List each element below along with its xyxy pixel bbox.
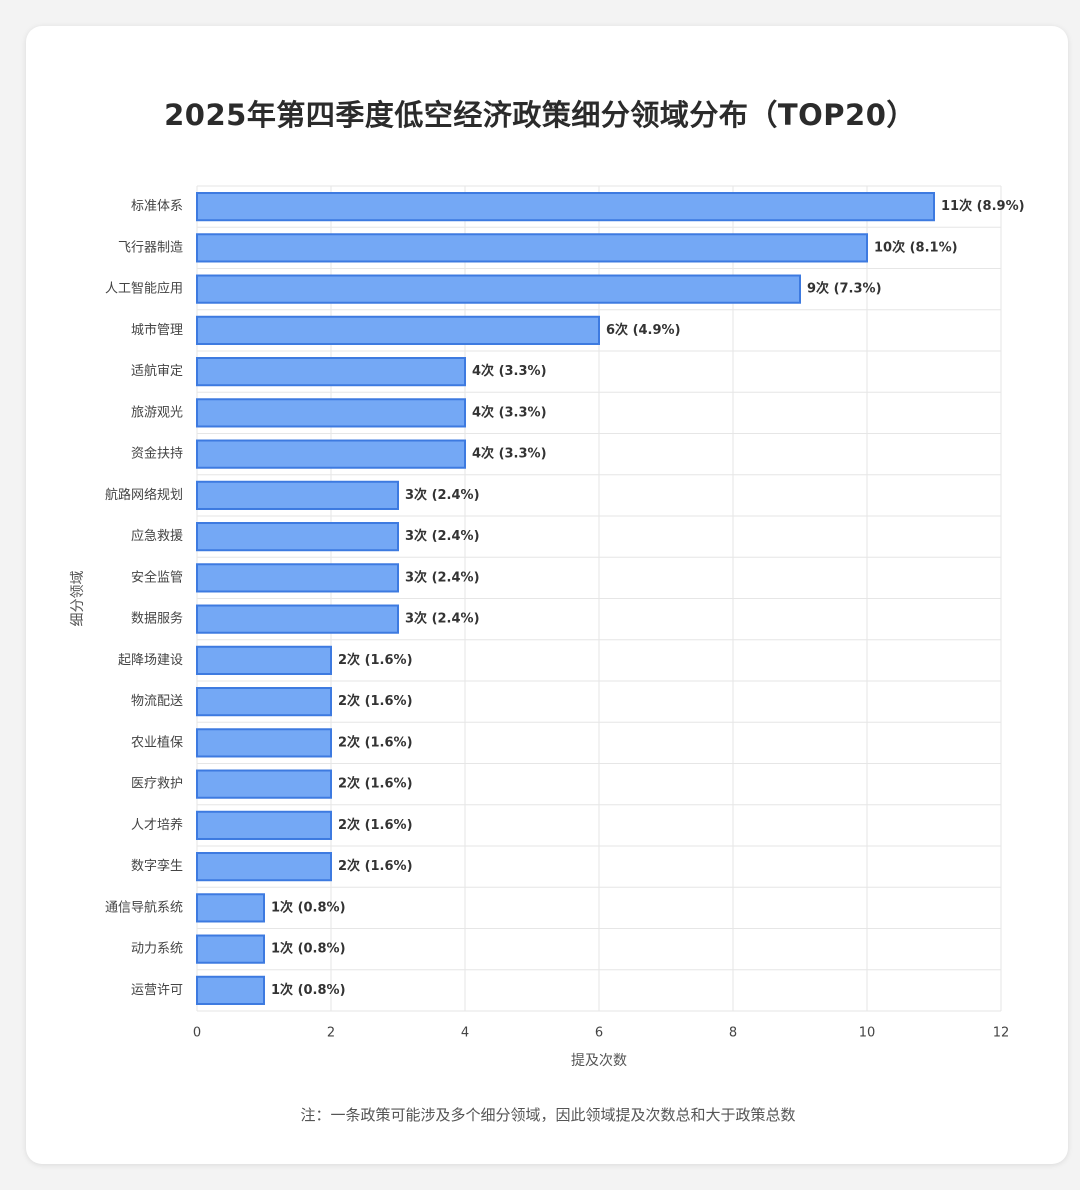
data-label: 2次 (1.6%)	[338, 693, 413, 709]
category-label: 航路网络规划	[105, 487, 183, 503]
data-label: 3次 (2.4%)	[405, 487, 480, 503]
data-label: 1次 (0.8%)	[271, 899, 346, 915]
bar	[196, 480, 399, 510]
category-label: 通信导航系统	[105, 899, 183, 915]
data-label: 3次 (2.4%)	[405, 569, 480, 585]
footnote: 注：一条政策可能涉及多个细分领域，因此领域提及次数总和大于政策总数	[300, 1106, 796, 1124]
x-tick-label: 0	[193, 1026, 201, 1041]
x-tick-label: 12	[993, 1026, 1010, 1041]
x-tick-label: 4	[461, 1026, 469, 1041]
data-label: 4次 (3.3%)	[472, 363, 547, 379]
chart-title: 2025年第四季度低空经济政策细分领域分布（TOP20）	[164, 98, 916, 132]
category-label: 城市管理	[131, 322, 183, 338]
data-label: 3次 (2.4%)	[405, 611, 480, 627]
category-label: 运营许可	[131, 983, 183, 998]
data-label: 2次 (1.6%)	[338, 652, 413, 668]
bar	[196, 604, 399, 634]
category-label: 安全监管	[131, 569, 183, 585]
x-axis-title: 提及次数	[571, 1053, 627, 1069]
x-tick-labels: 0 2 4 6 8 10 12	[193, 1026, 1009, 1041]
bar	[196, 728, 332, 758]
data-label: 1次 (0.8%)	[271, 982, 346, 998]
bar	[196, 398, 466, 428]
bar	[196, 439, 466, 469]
category-label: 起降场建设	[118, 653, 183, 668]
data-label: 4次 (3.3%)	[472, 446, 547, 462]
data-label: 2次 (1.6%)	[338, 734, 413, 750]
data-label: 9次 (7.3%)	[807, 281, 882, 297]
data-label: 4次 (3.3%)	[472, 404, 547, 420]
bar	[196, 934, 265, 964]
category-labels: 标准体系飞行器制造人工智能应用城市管理适航审定旅游观光资金扶持航路网络规划应急救…	[105, 199, 183, 998]
category-label: 旅游观光	[131, 405, 183, 420]
bar	[196, 233, 868, 263]
bar	[196, 769, 332, 799]
x-tick-label: 2	[327, 1026, 335, 1041]
bar	[196, 563, 399, 593]
category-label: 数字孪生	[131, 858, 183, 874]
data-label: 11次 (8.9%)	[941, 198, 1025, 214]
data-labels: 11次 (8.9%) 10次 (8.1%) 9次 (7.3%) 6次 (4.9%) 4次…	[271, 198, 1025, 998]
bar	[196, 522, 399, 552]
data-label: 2次 (1.6%)	[338, 858, 413, 874]
bars	[196, 192, 935, 1005]
y-axis-title: 细分领域	[70, 571, 86, 627]
bar	[196, 274, 801, 304]
bar	[196, 357, 466, 387]
data-label: 1次 (0.8%)	[271, 941, 346, 957]
bar-chart: 标准体系飞行器制造人工智能应用城市管理适航审定旅游观光资金扶持航路网络规划应急救…	[70, 185, 1025, 1069]
bar	[196, 192, 935, 222]
category-label: 标准体系	[131, 199, 183, 214]
category-label: 动力系统	[131, 942, 183, 957]
bar	[196, 315, 600, 345]
data-label: 2次 (1.6%)	[338, 776, 413, 792]
category-label: 数据服务	[131, 611, 183, 627]
bar	[196, 645, 332, 675]
grid-lines	[196, 185, 1002, 1012]
data-label: 10次 (8.1%)	[874, 239, 958, 255]
bar	[196, 810, 332, 840]
x-tick-label: 8	[729, 1026, 737, 1041]
bar	[196, 687, 332, 717]
bar	[196, 852, 332, 882]
category-label: 应急救援	[131, 528, 183, 544]
data-label: 2次 (1.6%)	[338, 817, 413, 833]
bar	[196, 893, 265, 923]
x-tick-label: 10	[859, 1026, 876, 1041]
category-label: 资金扶持	[131, 446, 183, 462]
x-tick-label: 6	[595, 1026, 603, 1041]
category-label: 物流配送	[131, 694, 183, 709]
category-label: 飞行器制造	[118, 240, 183, 255]
category-label: 农业植保	[131, 735, 183, 750]
data-label: 3次 (2.4%)	[405, 528, 480, 544]
category-label: 人工智能应用	[105, 281, 183, 297]
data-label: 6次 (4.9%)	[606, 322, 681, 338]
bar	[196, 975, 265, 1005]
category-label: 医疗救护	[131, 776, 183, 792]
category-label: 人才培养	[131, 817, 183, 833]
category-label: 适航审定	[131, 363, 183, 379]
